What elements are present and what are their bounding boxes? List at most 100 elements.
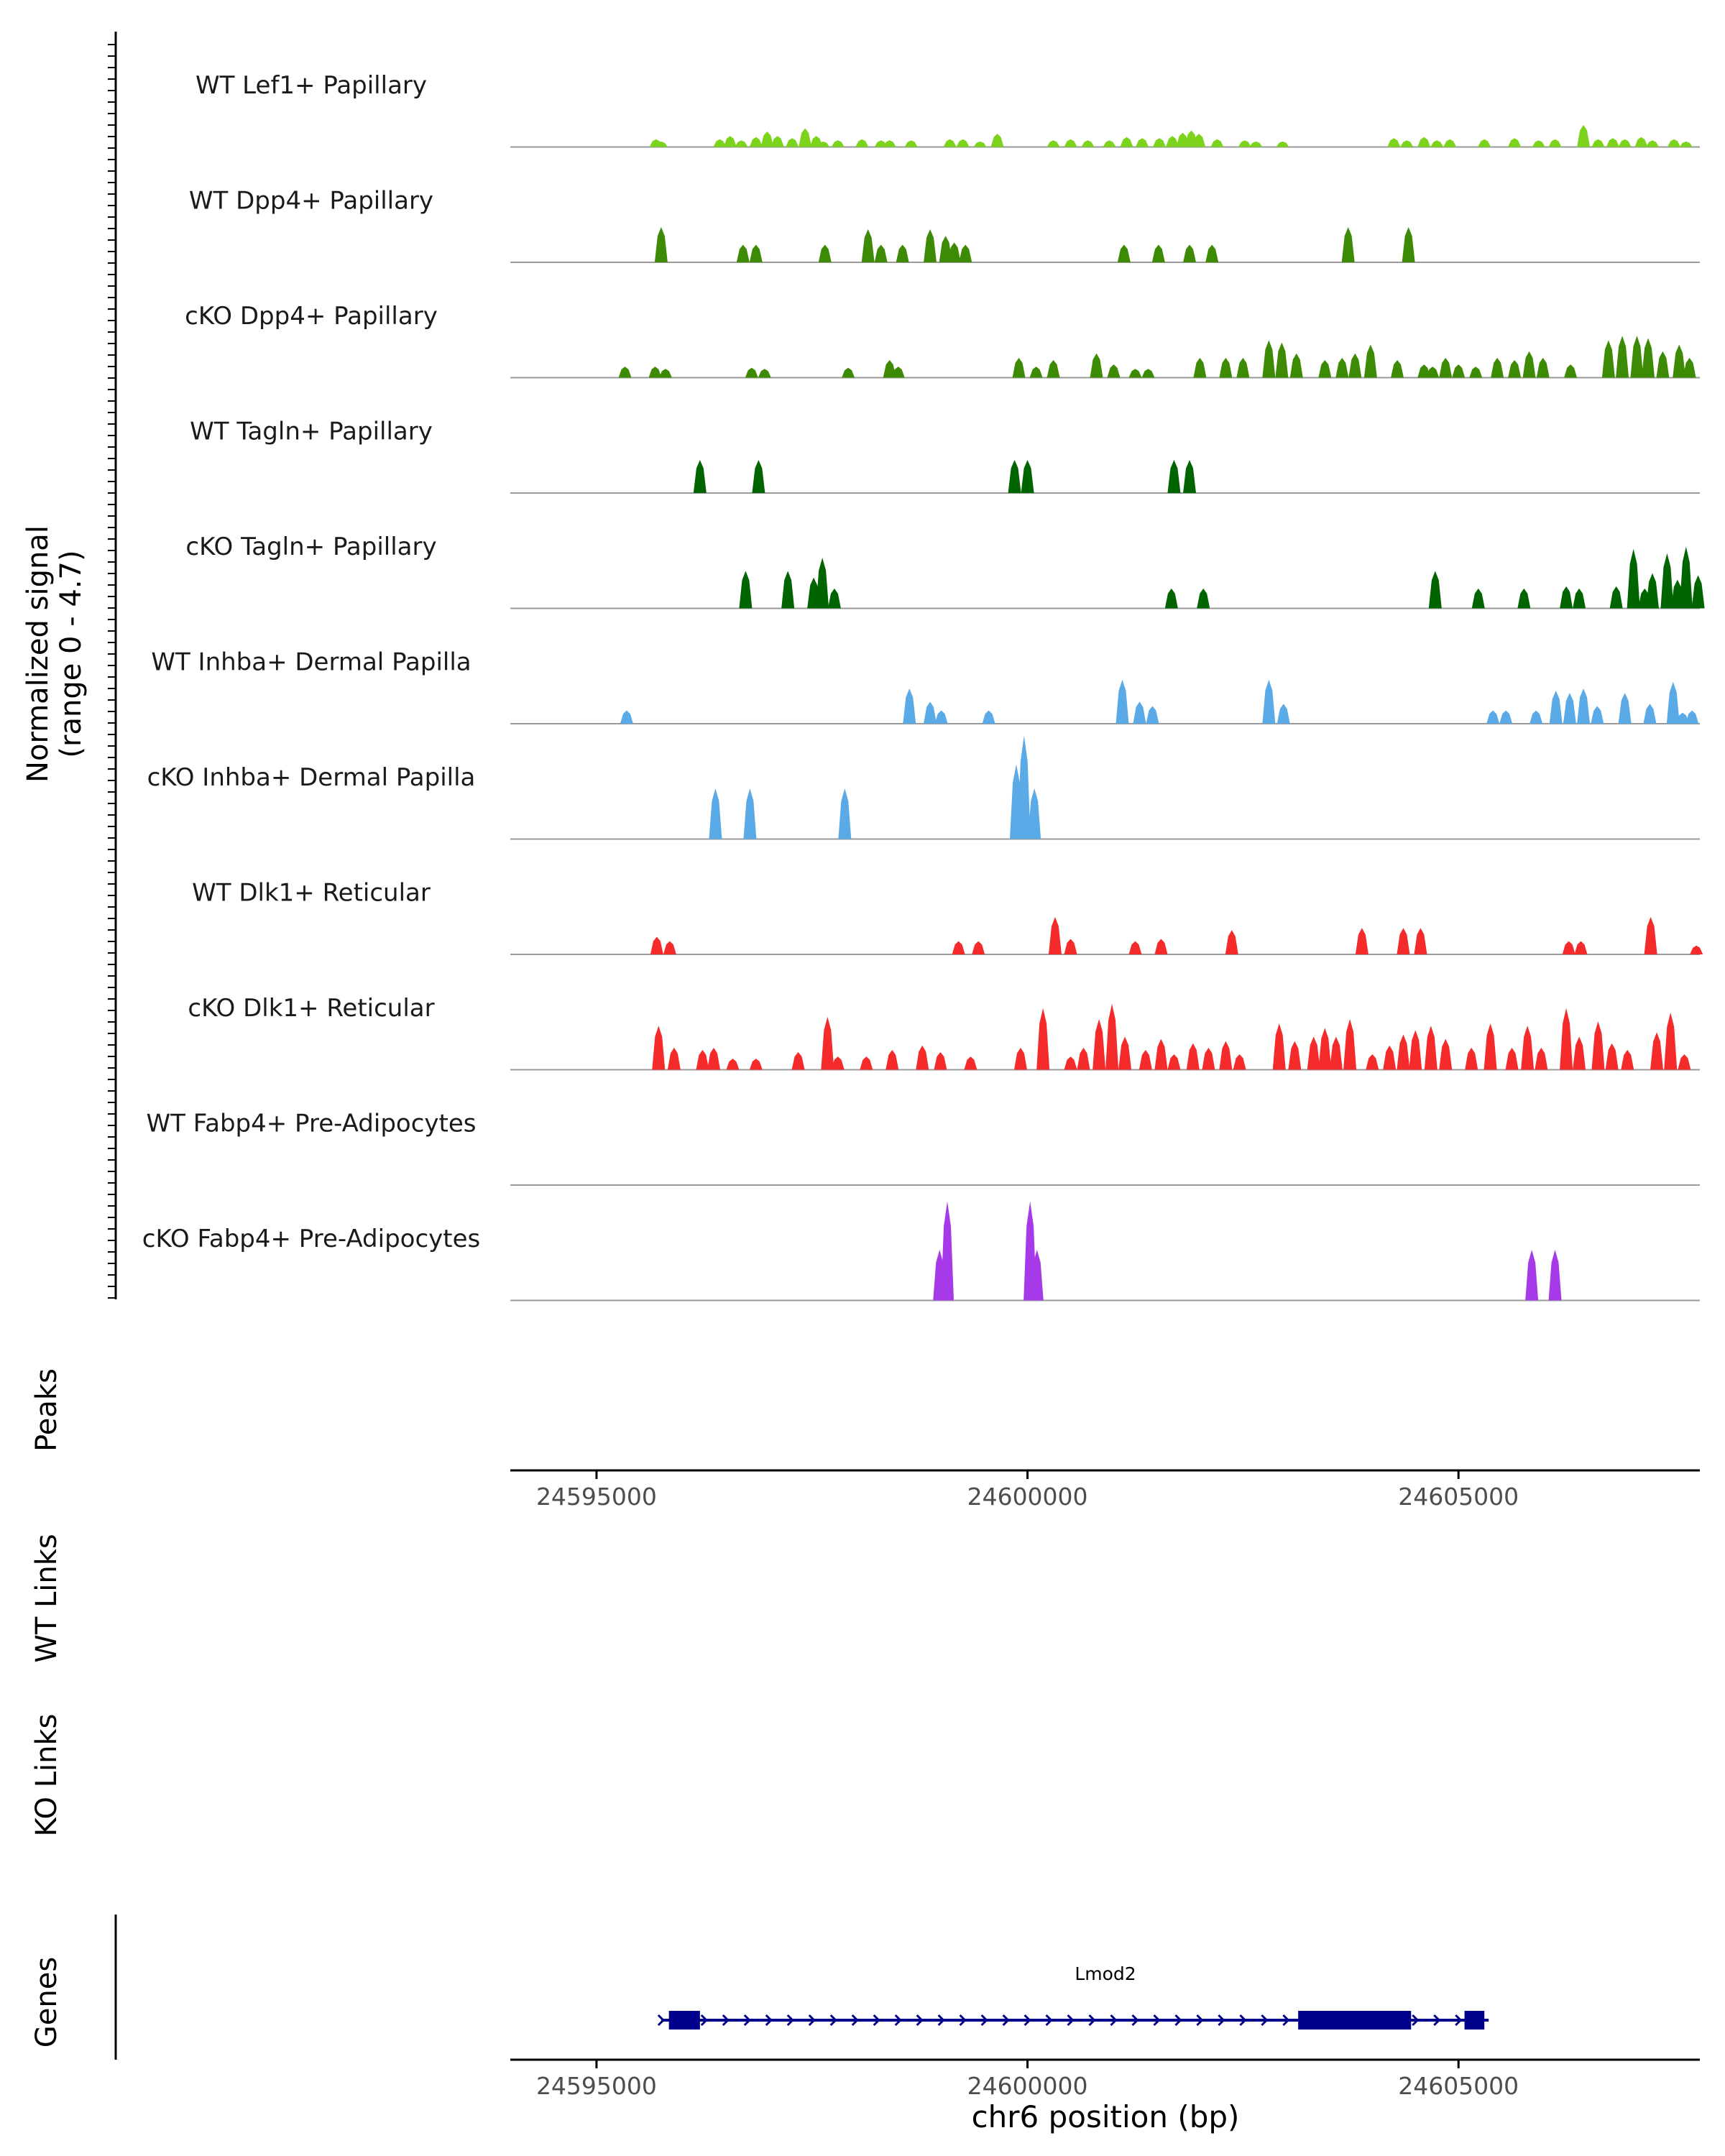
- coverage-peak: [1691, 575, 1705, 609]
- coverage-peak: [667, 1047, 681, 1070]
- coverage-peak: [1262, 679, 1276, 724]
- coverage-peak: [883, 140, 896, 147]
- x-axis-top: 24595000 24600000 24605000: [510, 1469, 1700, 1511]
- coverage-peak: [652, 1026, 666, 1070]
- coverage-peak: [1186, 1043, 1200, 1070]
- coverage-peak: [1532, 140, 1545, 147]
- coverage-peak: [1166, 136, 1179, 147]
- coverage-peak: [1116, 679, 1129, 724]
- coverage-peak: [1573, 588, 1586, 609]
- coverage-peak: [663, 941, 676, 954]
- strand-arrow: [1433, 2014, 1441, 2027]
- coverage-peak: [1318, 359, 1332, 378]
- strand-arrow: [873, 2014, 880, 2027]
- coverage-peak: [1151, 244, 1165, 262]
- coverage-peak: [1128, 369, 1142, 378]
- coverage-peak: [1141, 369, 1155, 378]
- coverage-peak: [1577, 688, 1591, 724]
- coverage-peak: [821, 1016, 834, 1070]
- coverage-peak: [916, 1045, 929, 1070]
- gene-exon: [1298, 2011, 1412, 2030]
- coverage-peak: [713, 139, 727, 147]
- coverage-peak: [618, 367, 632, 378]
- coverage-peak: [1574, 941, 1588, 954]
- track: cKO Tagln+ Papillary: [185, 533, 1705, 609]
- coverage-peak: [1417, 137, 1431, 147]
- strand-arrow: [894, 2014, 902, 2027]
- coverage-peak: [1414, 928, 1427, 954]
- coverage-peak: [743, 788, 757, 839]
- coverage-peak: [982, 710, 995, 724]
- track: WT Tagln+ Papillary: [190, 418, 1700, 494]
- coverage-peak: [1562, 941, 1576, 954]
- coverage-peak: [1679, 546, 1693, 609]
- track: WT Inhba+ Dermal Papilla: [151, 648, 1700, 724]
- coverage-peak: [1646, 573, 1660, 609]
- coverage-peak: [1138, 1049, 1152, 1070]
- coverage-peak: [723, 136, 737, 147]
- coverage-peak: [939, 236, 952, 262]
- coverage-peak: [1183, 460, 1197, 493]
- coverage-peak: [1673, 344, 1686, 378]
- coverage-peak: [1307, 1036, 1320, 1070]
- gene-exon: [668, 2011, 700, 2030]
- coverage-peak: [758, 369, 771, 378]
- coverage-peak: [1443, 139, 1457, 147]
- coverage-peak: [1064, 939, 1077, 954]
- coverage-peak: [1219, 357, 1233, 378]
- coverage-peak: [943, 139, 957, 147]
- coverage-peak: [1210, 139, 1224, 147]
- strand-arrow: [937, 2014, 945, 2027]
- coverage-peak: [1219, 1041, 1233, 1070]
- coverage-peak: [1439, 357, 1453, 378]
- strand-arrow: [1412, 2014, 1420, 2027]
- signal-axis: [108, 32, 117, 1299]
- coverage-peak: [860, 1056, 873, 1070]
- coverage-peak: [1236, 357, 1250, 378]
- strand-arrow: [722, 2014, 730, 2027]
- strand-arrow: [786, 2014, 794, 2027]
- coverage-peak: [1120, 137, 1133, 147]
- coverage-peak: [1103, 140, 1116, 147]
- coverage-peak: [891, 367, 905, 378]
- coverage-peak: [934, 710, 948, 724]
- strand-arrow: [1024, 2014, 1031, 2027]
- coverage-peak: [1417, 364, 1431, 378]
- coverage-peak: [924, 701, 937, 724]
- coverage-peak: [760, 132, 774, 147]
- coverage-peak: [1383, 1045, 1397, 1070]
- track: WT Dpp4+ Papillary: [189, 187, 1700, 263]
- coverage-peak: [739, 571, 753, 609]
- coverage-peak: [1690, 945, 1703, 954]
- coverage-peak: [799, 128, 812, 147]
- coverage-peak: [1634, 137, 1648, 147]
- strand-arrow: [808, 2014, 816, 2027]
- coverage-peak: [1630, 336, 1644, 378]
- track-label: cKO Fabp4+ Pre-Adipocytes: [142, 1225, 481, 1253]
- coverage-peak: [1107, 364, 1121, 378]
- track: WT Lef1+ Papillary: [196, 71, 1700, 148]
- coverage-peak: [964, 1056, 978, 1070]
- coverage-peak: [1238, 140, 1251, 147]
- coverage-peak: [745, 367, 758, 378]
- coverage-peak: [1591, 706, 1604, 724]
- coverage-peak: [1548, 139, 1562, 147]
- genes-track-label: Genes: [30, 1957, 63, 2047]
- coverage-peak: [1013, 1047, 1027, 1070]
- strand-arrow: [1218, 2014, 1225, 2027]
- coverage-peak: [1276, 704, 1290, 724]
- track-label: WT Dlk1+ Reticular: [192, 879, 431, 908]
- coverage-peak: [1288, 1041, 1302, 1070]
- strand-arrow: [1045, 2014, 1053, 2027]
- coverage-peak: [1484, 1023, 1497, 1070]
- coverage-peak: [1402, 226, 1415, 262]
- coverage-peak: [1118, 1036, 1132, 1070]
- coverage-peak: [1679, 141, 1693, 147]
- coverage-peak: [1064, 1056, 1077, 1070]
- coverage-peak: [1046, 359, 1060, 378]
- coverage-peak: [1397, 928, 1410, 954]
- coverage-peak: [1642, 338, 1655, 378]
- coverage-peak: [1400, 140, 1414, 147]
- coverage-peak: [693, 460, 707, 493]
- x-axis-tick-label: 24600000: [967, 2072, 1088, 2100]
